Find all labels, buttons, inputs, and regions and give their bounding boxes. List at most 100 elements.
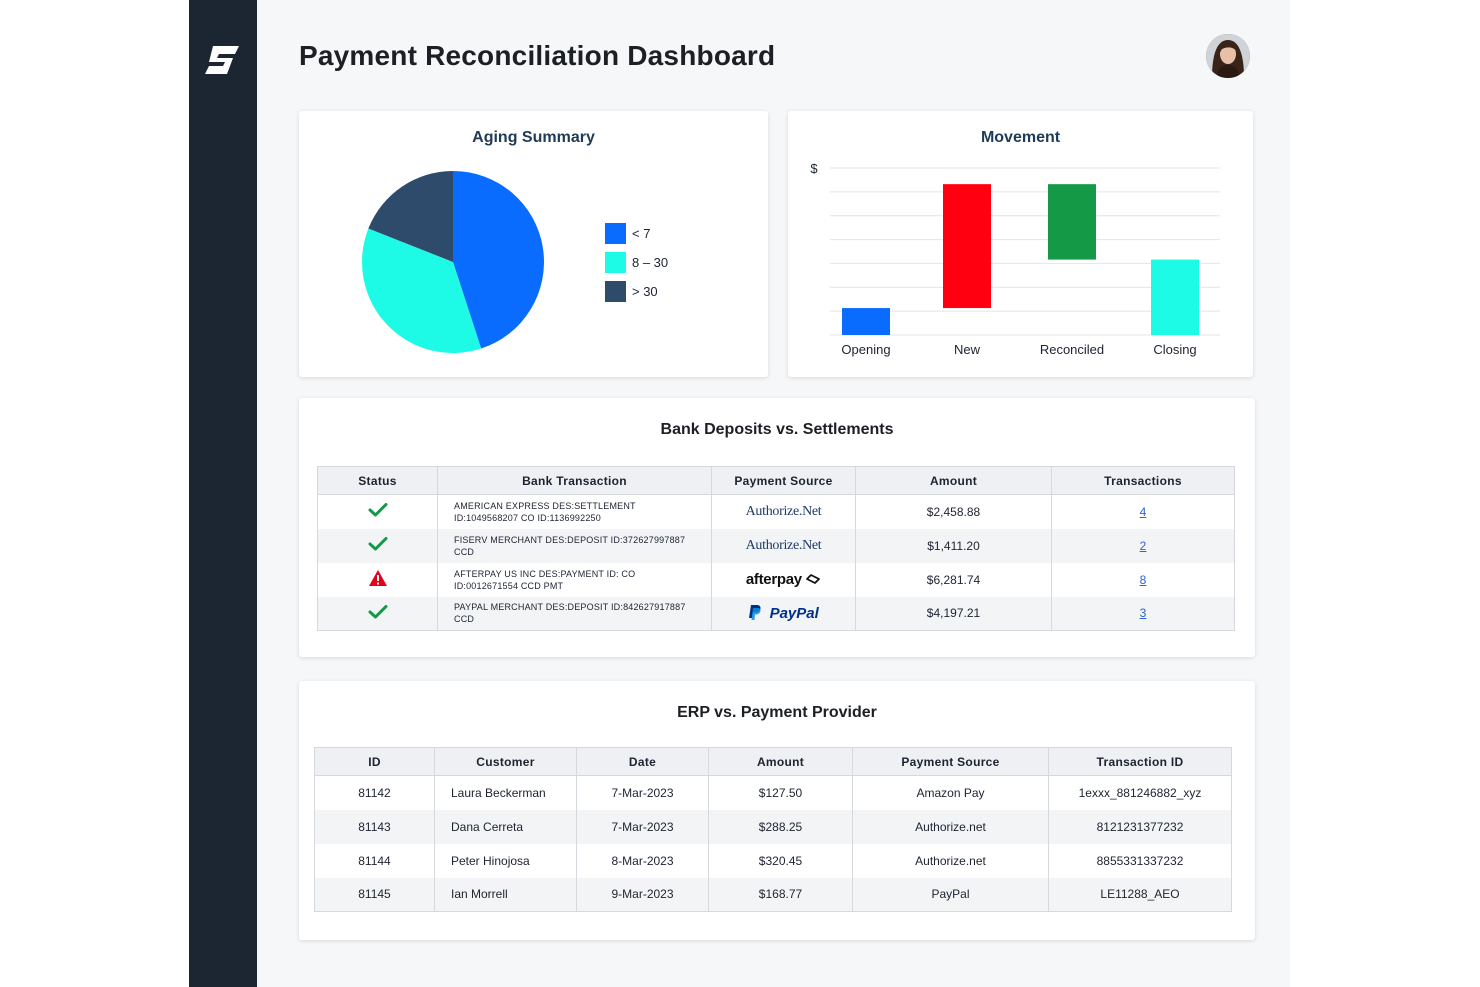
bar-closing[interactable]	[1151, 259, 1199, 335]
col-payment-source[interactable]: Payment Source	[711, 466, 856, 495]
payment-source-cell: Amazon Pay	[852, 775, 1049, 810]
bank-deposits-table: Status Bank Transaction Payment Source A…	[317, 466, 1235, 631]
table-row[interactable]: 81145 Ian Morrell 9-Mar-2023 $168.77 Pay…	[314, 877, 1232, 912]
amount-cell: $1,411.20	[855, 528, 1052, 563]
amount-cell: $288.25	[708, 809, 853, 844]
payment-source-cell: PayPal	[852, 877, 1049, 912]
col-transaction-id[interactable]: Transaction ID	[1048, 747, 1232, 776]
col-status[interactable]: Status	[317, 466, 438, 495]
legend-label: 8 – 30	[632, 255, 669, 270]
transactions-cell: 8	[1051, 562, 1235, 597]
date-cell: 8-Mar-2023	[576, 843, 709, 878]
table-row[interactable]: 81142 Laura Beckerman 7-Mar-2023 $127.50…	[314, 775, 1232, 810]
transactions-cell: 3	[1051, 596, 1235, 631]
legend-swatch	[605, 252, 626, 273]
sidebar	[189, 0, 257, 987]
dashboard-app: Payment Reconciliation Dashboard Aging S…	[189, 0, 1290, 987]
pie-slice-2[interactable]	[368, 171, 453, 262]
x-tick-label: Closing	[1153, 342, 1196, 357]
col-amount[interactable]: Amount	[855, 466, 1052, 495]
bar-opening[interactable]	[842, 308, 890, 335]
transactions-cell: 2	[1051, 528, 1235, 563]
transactions-link[interactable]: 4	[1139, 504, 1147, 519]
payment-source-cell: afterpay	[711, 562, 856, 597]
transaction-id-cell: 1exxx_881246882_xyz	[1048, 775, 1232, 810]
id-cell: 81143	[314, 809, 435, 844]
aging-pie-chart	[362, 171, 544, 353]
aging-summary-title: Aging Summary	[472, 129, 595, 146]
bar-new[interactable]	[943, 184, 991, 309]
id-cell: 81142	[314, 775, 435, 810]
afterpay-logo: afterpay	[745, 571, 802, 588]
col-payment-source[interactable]: Payment Source	[852, 747, 1049, 776]
col-customer[interactable]: Customer	[434, 747, 577, 776]
y-axis-label: $	[810, 161, 818, 176]
table-row[interactable]: 81144 Peter Hinojosa 8-Mar-2023 $320.45 …	[314, 843, 1232, 878]
bank-transaction-cell: AMERICAN EXPRESS DES:SETTLEMENT ID:10495…	[437, 494, 712, 529]
txn-desc-line: CCD	[454, 546, 475, 557]
erp-vs-provider-card: ERP vs. Payment Provider ID Customer Dat…	[299, 681, 1255, 940]
table-row[interactable]: AMERICAN EXPRESS DES:SETTLEMENT ID:10495…	[317, 494, 1235, 529]
transactions-link[interactable]: 3	[1139, 606, 1147, 621]
movement-card: Movement $ Opening New Reconciled Closing	[788, 111, 1253, 377]
bank-transaction-cell: AFTERPAY US INC DES:PAYMENT ID: CO ID:00…	[437, 562, 712, 597]
customer-cell: Peter Hinojosa	[434, 843, 577, 878]
aging-summary-card: Aging Summary < 7 8 – 30 > 30	[299, 111, 768, 377]
txn-desc-line: ID:0012671554 CCD PMT	[454, 580, 564, 591]
movement-title: Movement	[980, 129, 1061, 146]
legend-item-8-30: 8 – 30	[605, 248, 668, 277]
legend-swatch	[605, 223, 626, 244]
amount-cell: $127.50	[708, 775, 853, 810]
bar-reconciled[interactable]	[1048, 184, 1096, 260]
txn-desc-line: AFTERPAY US INC DES:PAYMENT ID: CO	[454, 568, 636, 579]
status-cell	[317, 494, 438, 529]
payment-source-cell: Authorize.Net	[711, 494, 856, 529]
table-row[interactable]: FISERV MERCHANT DES:DEPOSIT ID:372627997…	[317, 528, 1235, 563]
warning-icon	[368, 570, 387, 586]
paypal-mark-icon	[749, 605, 761, 621]
transaction-id-cell: 8855331337232	[1048, 843, 1232, 878]
legend-label: < 7	[632, 226, 651, 241]
col-date[interactable]: Date	[576, 747, 709, 776]
aging-legend: < 7 8 – 30 > 30	[605, 219, 668, 306]
paypal-logo: PayPal	[769, 605, 819, 623]
status-cell	[317, 562, 438, 597]
payment-source-cell: Authorize.Net	[711, 528, 856, 563]
txn-desc-line: PAYPAL MERCHANT DES:DEPOSIT ID:842627917…	[454, 602, 686, 613]
table-row[interactable]: PAYPAL MERCHANT DES:DEPOSIT ID:842627917…	[317, 596, 1235, 631]
check-icon	[368, 537, 387, 551]
bank-transaction-cell: PAYPAL MERCHANT DES:DEPOSIT ID:842627917…	[437, 596, 712, 631]
pie-slice-0[interactable]	[453, 171, 544, 349]
id-cell: 81145	[314, 877, 435, 912]
movement-waterfall-chart: $ Opening New Reconciled Closing	[810, 161, 1220, 357]
table-row[interactable]: AFTERPAY US INC DES:PAYMENT ID: CO ID:00…	[317, 562, 1235, 597]
date-cell: 7-Mar-2023	[576, 809, 709, 844]
col-transactions[interactable]: Transactions	[1051, 466, 1235, 495]
afterpay-arrows-icon	[806, 574, 821, 584]
x-tick-label: Reconciled	[1040, 342, 1104, 357]
user-avatar[interactable]	[1206, 34, 1250, 78]
avatar-icon	[1206, 34, 1250, 78]
payment-source-cell: Authorize.net	[852, 843, 1049, 878]
status-cell	[317, 528, 438, 563]
txn-desc-line: CCD	[454, 614, 475, 625]
col-bank-transaction[interactable]: Bank Transaction	[437, 466, 712, 495]
legend-item-gt30: > 30	[605, 277, 668, 306]
id-cell: 81144	[314, 843, 435, 878]
brand-logo-icon[interactable]	[203, 44, 243, 76]
col-id[interactable]: ID	[314, 747, 435, 776]
x-tick-label: Opening	[841, 342, 890, 357]
payment-source-cell: Authorize.net	[852, 809, 1049, 844]
bank-deposits-card: Bank Deposits vs. Settlements Status Ban…	[299, 398, 1255, 657]
transactions-link[interactable]: 2	[1139, 538, 1147, 553]
table-row[interactable]: 81143 Dana Cerreta 7-Mar-2023 $288.25 Au…	[314, 809, 1232, 844]
customer-cell: Ian Morrell	[434, 877, 577, 912]
legend-label: > 30	[632, 284, 658, 299]
col-amount[interactable]: Amount	[708, 747, 853, 776]
transactions-link[interactable]: 8	[1139, 572, 1147, 587]
amount-cell: $4,197.21	[855, 596, 1052, 631]
pie-slice-1[interactable]	[362, 228, 482, 353]
check-icon	[368, 604, 387, 619]
amount-cell: $2,458.88	[855, 494, 1052, 529]
authorize-net-logo: Authorize.Net	[745, 503, 822, 519]
